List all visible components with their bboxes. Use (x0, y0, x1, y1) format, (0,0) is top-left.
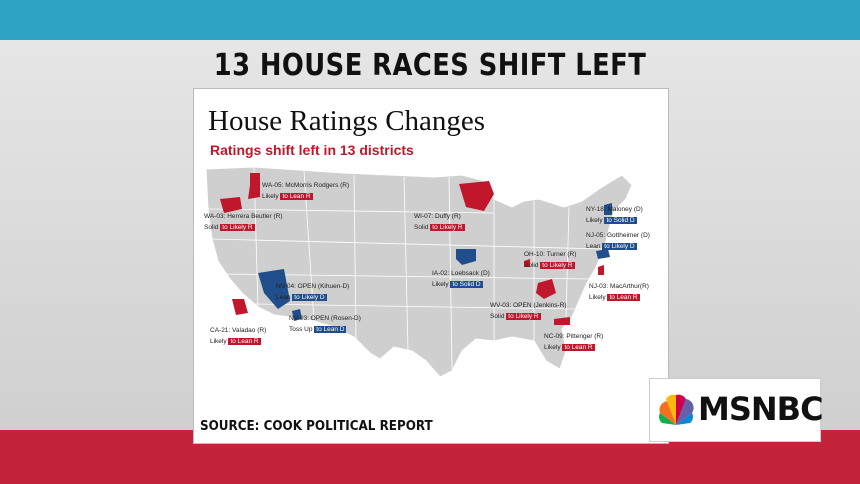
race-label-oh-10: OH-10: Turner (R) (524, 251, 577, 258)
race-label-ia-02: IA-02: Loebsack (D) (432, 270, 490, 277)
race-label-nc-09: NC-09: Pittenger (R) (544, 333, 604, 340)
district-oh-10 (524, 259, 530, 267)
districts (220, 173, 612, 325)
race-change-nj-03: Likely to Lean R (589, 294, 640, 301)
logo-text: MSNBC (698, 390, 824, 428)
district-wv-03 (536, 279, 556, 299)
district-nj-03 (598, 265, 604, 275)
district-nj-05 (596, 249, 610, 259)
district-nv-04 (258, 269, 290, 309)
race-change-nv-04: Lean to Likely D (276, 294, 327, 301)
race-label-nv-04: NV-04: OPEN (Kihuen-D) (276, 283, 350, 290)
race-change-wi-07: Solid to Likely R (414, 224, 465, 231)
race-change-ny-18: Likely to Solid D (586, 217, 637, 224)
source-credit: SOURCE: COOK POLITICAL REPORT (200, 419, 433, 434)
race-change-oh-10: Solid to Likely R (524, 262, 575, 269)
race-change-wa-03: Solid to Likely R (204, 224, 255, 231)
race-label-wa-05: WA-05: McMorris Rodgers (R) (262, 182, 350, 189)
race-change-nj-05: Lean to Likely D (586, 243, 637, 250)
race-change-wv-03: Solid to Likely R (490, 313, 541, 320)
district-ny-18 (604, 203, 612, 215)
district-ca-21 (232, 299, 248, 315)
race-change-nc-09: Likely to Lean R (544, 344, 595, 351)
map-title: House Ratings Changes (208, 105, 486, 137)
race-change-wa-05: Likely to Lean R (262, 193, 313, 200)
race-label-wi-07: WI-07: Duffy (R) (414, 213, 461, 220)
map-subtitle: Ratings shift left in 13 districts (210, 142, 414, 158)
race-label-wa-03: WA-03: Herrera Beutler (R) (204, 213, 283, 220)
msnbc-logo: MSNBC (649, 378, 824, 442)
district-wa-05 (248, 173, 260, 199)
peacock-icon (659, 394, 694, 425)
race-change-ia-02: Likely to Solid D (432, 281, 483, 288)
district-nv-03 (292, 309, 302, 321)
district-ia-02 (456, 249, 476, 265)
district-wi-07 (459, 181, 494, 211)
race-change-nv-03: Toss Up to Lean D (289, 326, 347, 333)
race-change-ca-21: Likely to Lean R (210, 338, 261, 345)
race-label-nj-05: NJ-05: Gottheimer (D) (586, 232, 650, 239)
map-card: House Ratings Changes Ratings shift left… (193, 88, 669, 444)
race-label-wv-03: WV-03: OPEN (Jenkins-R) (490, 302, 567, 309)
race-label-nv-03: NV-03: OPEN (Rosen-D) (289, 315, 361, 322)
headline: 13 HOUSE RACES SHIFT LEFT (213, 48, 647, 83)
race-label-nj-03: NJ-03: MacArthur(R) (589, 283, 649, 290)
race-label-ca-21: CA-21: Valadao (R) (210, 327, 267, 334)
race-label-ny-18: NY-18: Maloney (D) (586, 206, 643, 213)
district-nc-09 (554, 317, 570, 325)
district-wa-03 (220, 197, 242, 213)
